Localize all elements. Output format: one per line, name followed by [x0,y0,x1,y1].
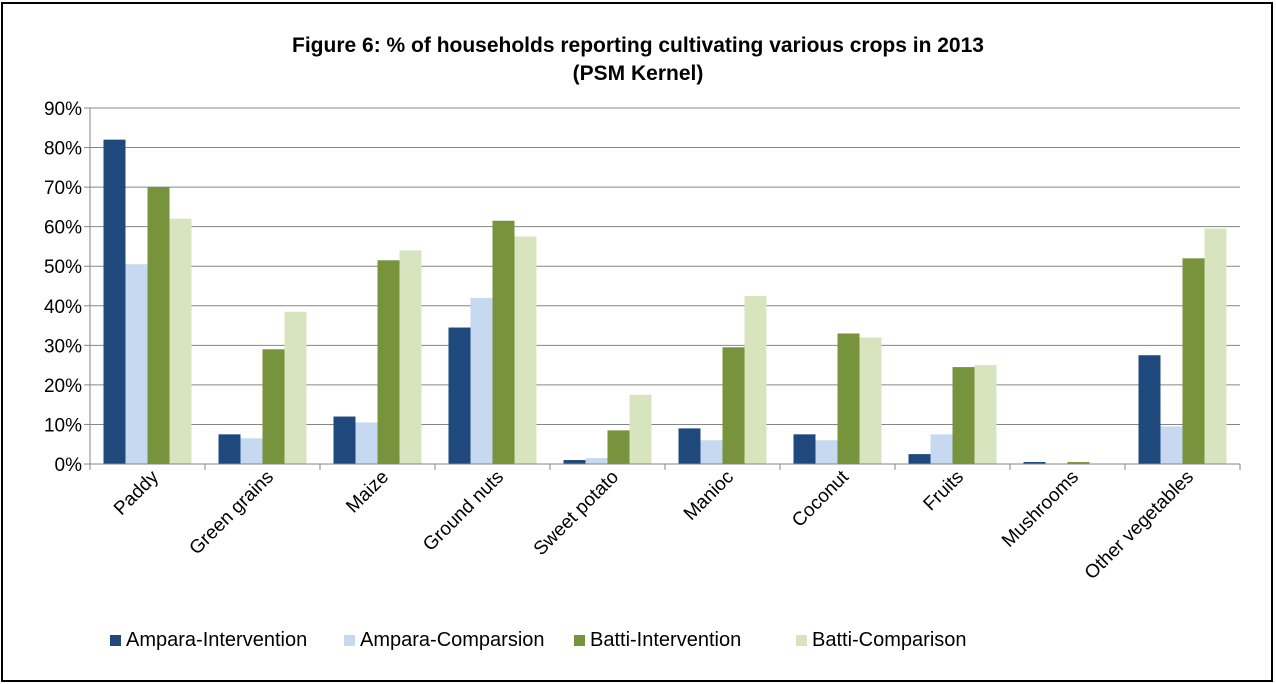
bar [793,434,816,464]
bar [859,337,882,464]
x-category-label: Manioc [680,467,738,525]
bar [147,187,170,464]
bar [722,347,745,464]
bar [399,250,422,464]
y-axis-ticks: 0% 10% 20% 30% 40% 50% 60% 70% 80% 90% [44,99,90,476]
bar [377,260,400,464]
y-tick-label: 70% [44,178,82,199]
legend-swatch [796,635,807,646]
bar [169,218,192,464]
y-tick-label: 90% [44,99,82,120]
bar [629,394,652,464]
legend-swatch [344,635,355,646]
bars [103,139,1227,464]
y-tick-label: 80% [44,139,82,160]
x-category-label: Maize [342,467,393,518]
bar [125,264,148,464]
bar [678,428,701,464]
axes [89,108,1241,470]
bar [218,434,241,464]
x-category-label: Sweet potato [530,467,623,560]
bar [607,430,630,464]
y-tick-label: 0% [55,455,83,476]
legend-label: Ampara-Comparsion [360,629,545,651]
bar [744,295,767,464]
bar [974,365,997,464]
bar [585,458,608,464]
legend: Ampara-Intervention Ampara-Comparsion Batt… [110,629,967,651]
x-category-label: Mushrooms [998,467,1083,552]
bar [355,422,378,464]
x-category-label: Other vegetables [1081,467,1198,584]
x-category-label: Coconut [788,466,853,531]
bar [262,349,285,464]
bar [563,460,586,464]
legend-swatch [110,635,121,646]
bar [908,454,931,464]
y-tick-label: 30% [44,336,82,357]
bar [333,416,356,464]
legend-label: Ampara-Intervention [126,629,307,651]
x-category-label: Paddy [110,466,163,519]
bar [1204,228,1227,464]
bar [492,220,515,464]
bar [700,440,723,464]
x-category-label: Ground nuts [419,467,508,556]
bar [1023,462,1046,464]
bar [837,333,860,464]
chart-subtitle: (PSM Kernel) [573,62,704,85]
x-axis-categories: Paddy Green grains Maize Ground nuts Sweet p… [110,466,1198,584]
chart-title: Figure 6: % of households reporting cult… [292,34,984,57]
bar [514,236,537,464]
bar [1067,462,1090,464]
y-tick-label: 60% [44,218,82,239]
x-category-label: Green grains [186,467,279,560]
x-category-label: Fruits [920,467,968,515]
y-tick-label: 40% [44,297,82,318]
legend-label: Batti-Intervention [590,629,741,651]
bar [1160,426,1183,464]
y-tick-label: 50% [44,257,82,278]
bar [930,434,953,464]
bar [470,297,493,464]
bar [448,327,471,464]
bar [284,311,307,464]
y-tick-label: 20% [44,376,82,397]
y-tick-label: 10% [44,415,82,436]
bar [1182,258,1205,464]
bar [240,438,263,464]
bar [1138,355,1161,464]
bar [815,440,838,464]
legend-label: Batti-Comparison [812,629,967,651]
bar [103,139,126,464]
legend-swatch [574,635,585,646]
bar [952,367,975,464]
